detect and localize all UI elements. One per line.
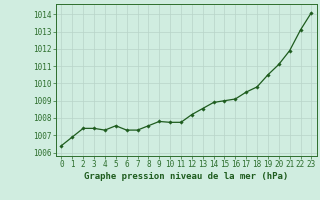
X-axis label: Graphe pression niveau de la mer (hPa): Graphe pression niveau de la mer (hPa) [84, 172, 289, 181]
